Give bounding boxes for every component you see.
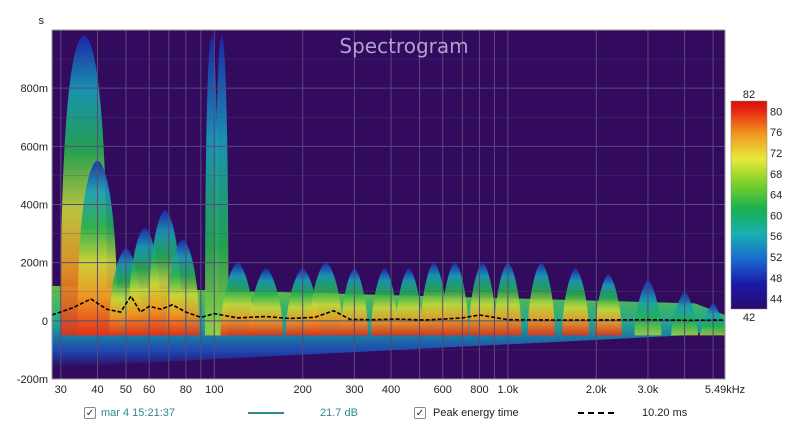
colorbar: 82 80 76 72 68 64 60 56 52 48 44 42	[730, 89, 782, 324]
energy-blob	[562, 268, 589, 336]
y-tick-label: 400m	[20, 200, 48, 212]
x-tick-label: 1.0k	[497, 384, 518, 396]
colorbar-label: 42	[743, 312, 755, 324]
y-tick-label: 800m	[20, 83, 48, 95]
measurement-value: 21.7 dB	[320, 407, 358, 419]
colorbar-label: 44	[770, 294, 782, 306]
grid	[52, 30, 725, 379]
colorbar-label: 56	[770, 231, 782, 243]
x-axis-ticks: 30 40 50 60 80 100 200 300 400 600 800 1.0k 2.0k 3.0k…	[55, 384, 746, 396]
measurement-checkbox[interactable]: ✓	[84, 407, 96, 419]
plot-frame	[51, 29, 726, 380]
legend-measurement-value: 21.7 dB	[320, 402, 358, 424]
x-tick-label: 400	[382, 384, 400, 396]
peak-line-swatch	[578, 412, 614, 414]
colorbar-label: 68	[770, 169, 782, 181]
x-tick-label: 100	[205, 384, 223, 396]
y-tick-label: 600m	[20, 141, 48, 153]
energy-blob	[420, 262, 448, 336]
legend-peak-swatch	[578, 402, 614, 424]
energy-blob	[215, 35, 229, 336]
x-tick-label: 60	[143, 384, 155, 396]
colorbar-label: 52	[770, 252, 782, 264]
measurement-line-swatch	[248, 412, 284, 414]
x-tick-label: 800	[470, 384, 488, 396]
y-unit-label: s	[39, 15, 45, 27]
legend-peak-value: 10.20 ms	[642, 402, 687, 424]
y-tick-label: -200m	[17, 374, 48, 386]
peak-energy-checkbox[interactable]: ✓	[414, 407, 426, 419]
colorbar-gradient	[730, 100, 768, 310]
legend-measurement-swatch	[248, 402, 284, 424]
colorbar-label: 48	[770, 273, 782, 285]
colorbar-label: 64	[770, 190, 782, 202]
measurement-label: mar 4 15:21:37	[101, 407, 175, 419]
y-axis-ticks: 800m 600m 400m 200m 0 -200m	[17, 83, 48, 386]
legend-measurement: ✓ mar 4 15:21:37	[84, 402, 175, 424]
colorbar-label: 80	[770, 106, 782, 118]
peak-energy-value: 10.20 ms	[642, 407, 688, 419]
x-tick-label: 50	[120, 384, 132, 396]
energy-blob	[527, 262, 555, 336]
spectrogram-energy	[52, 35, 725, 368]
chart-title: Spectrogram	[339, 34, 468, 58]
x-tick-label: 2.0k	[586, 384, 607, 396]
energy-blob	[469, 262, 497, 336]
x-tick-label: 30	[55, 384, 67, 396]
colorbar-label: 60	[770, 210, 782, 222]
energy-blob	[699, 303, 725, 336]
x-tick-label: 200	[293, 384, 311, 396]
legend-peak: ✓ Peak energy time	[414, 402, 519, 424]
x-tick-label: 5.49kHz	[705, 384, 745, 396]
x-tick-label: 300	[345, 384, 363, 396]
energy-blob	[249, 268, 283, 336]
x-tick-label: 80	[180, 384, 192, 396]
colorbar-label: 72	[770, 148, 782, 160]
x-tick-label: 600	[434, 384, 452, 396]
energy-blob	[204, 35, 219, 336]
energy-blob	[165, 239, 200, 336]
peak-energy-label: Peak energy time	[433, 407, 519, 419]
x-tick-label: 3.0k	[638, 384, 659, 396]
colorbar-labels: 82 80 76 72 68 64 60 56 52 48 44 42	[743, 89, 782, 324]
colorbar-label: 76	[770, 127, 782, 139]
colorbar-label: 82	[743, 89, 755, 101]
y-tick-label: 200m	[20, 258, 48, 270]
x-tick-label: 40	[91, 384, 103, 396]
y-tick-label: 0	[42, 316, 48, 328]
